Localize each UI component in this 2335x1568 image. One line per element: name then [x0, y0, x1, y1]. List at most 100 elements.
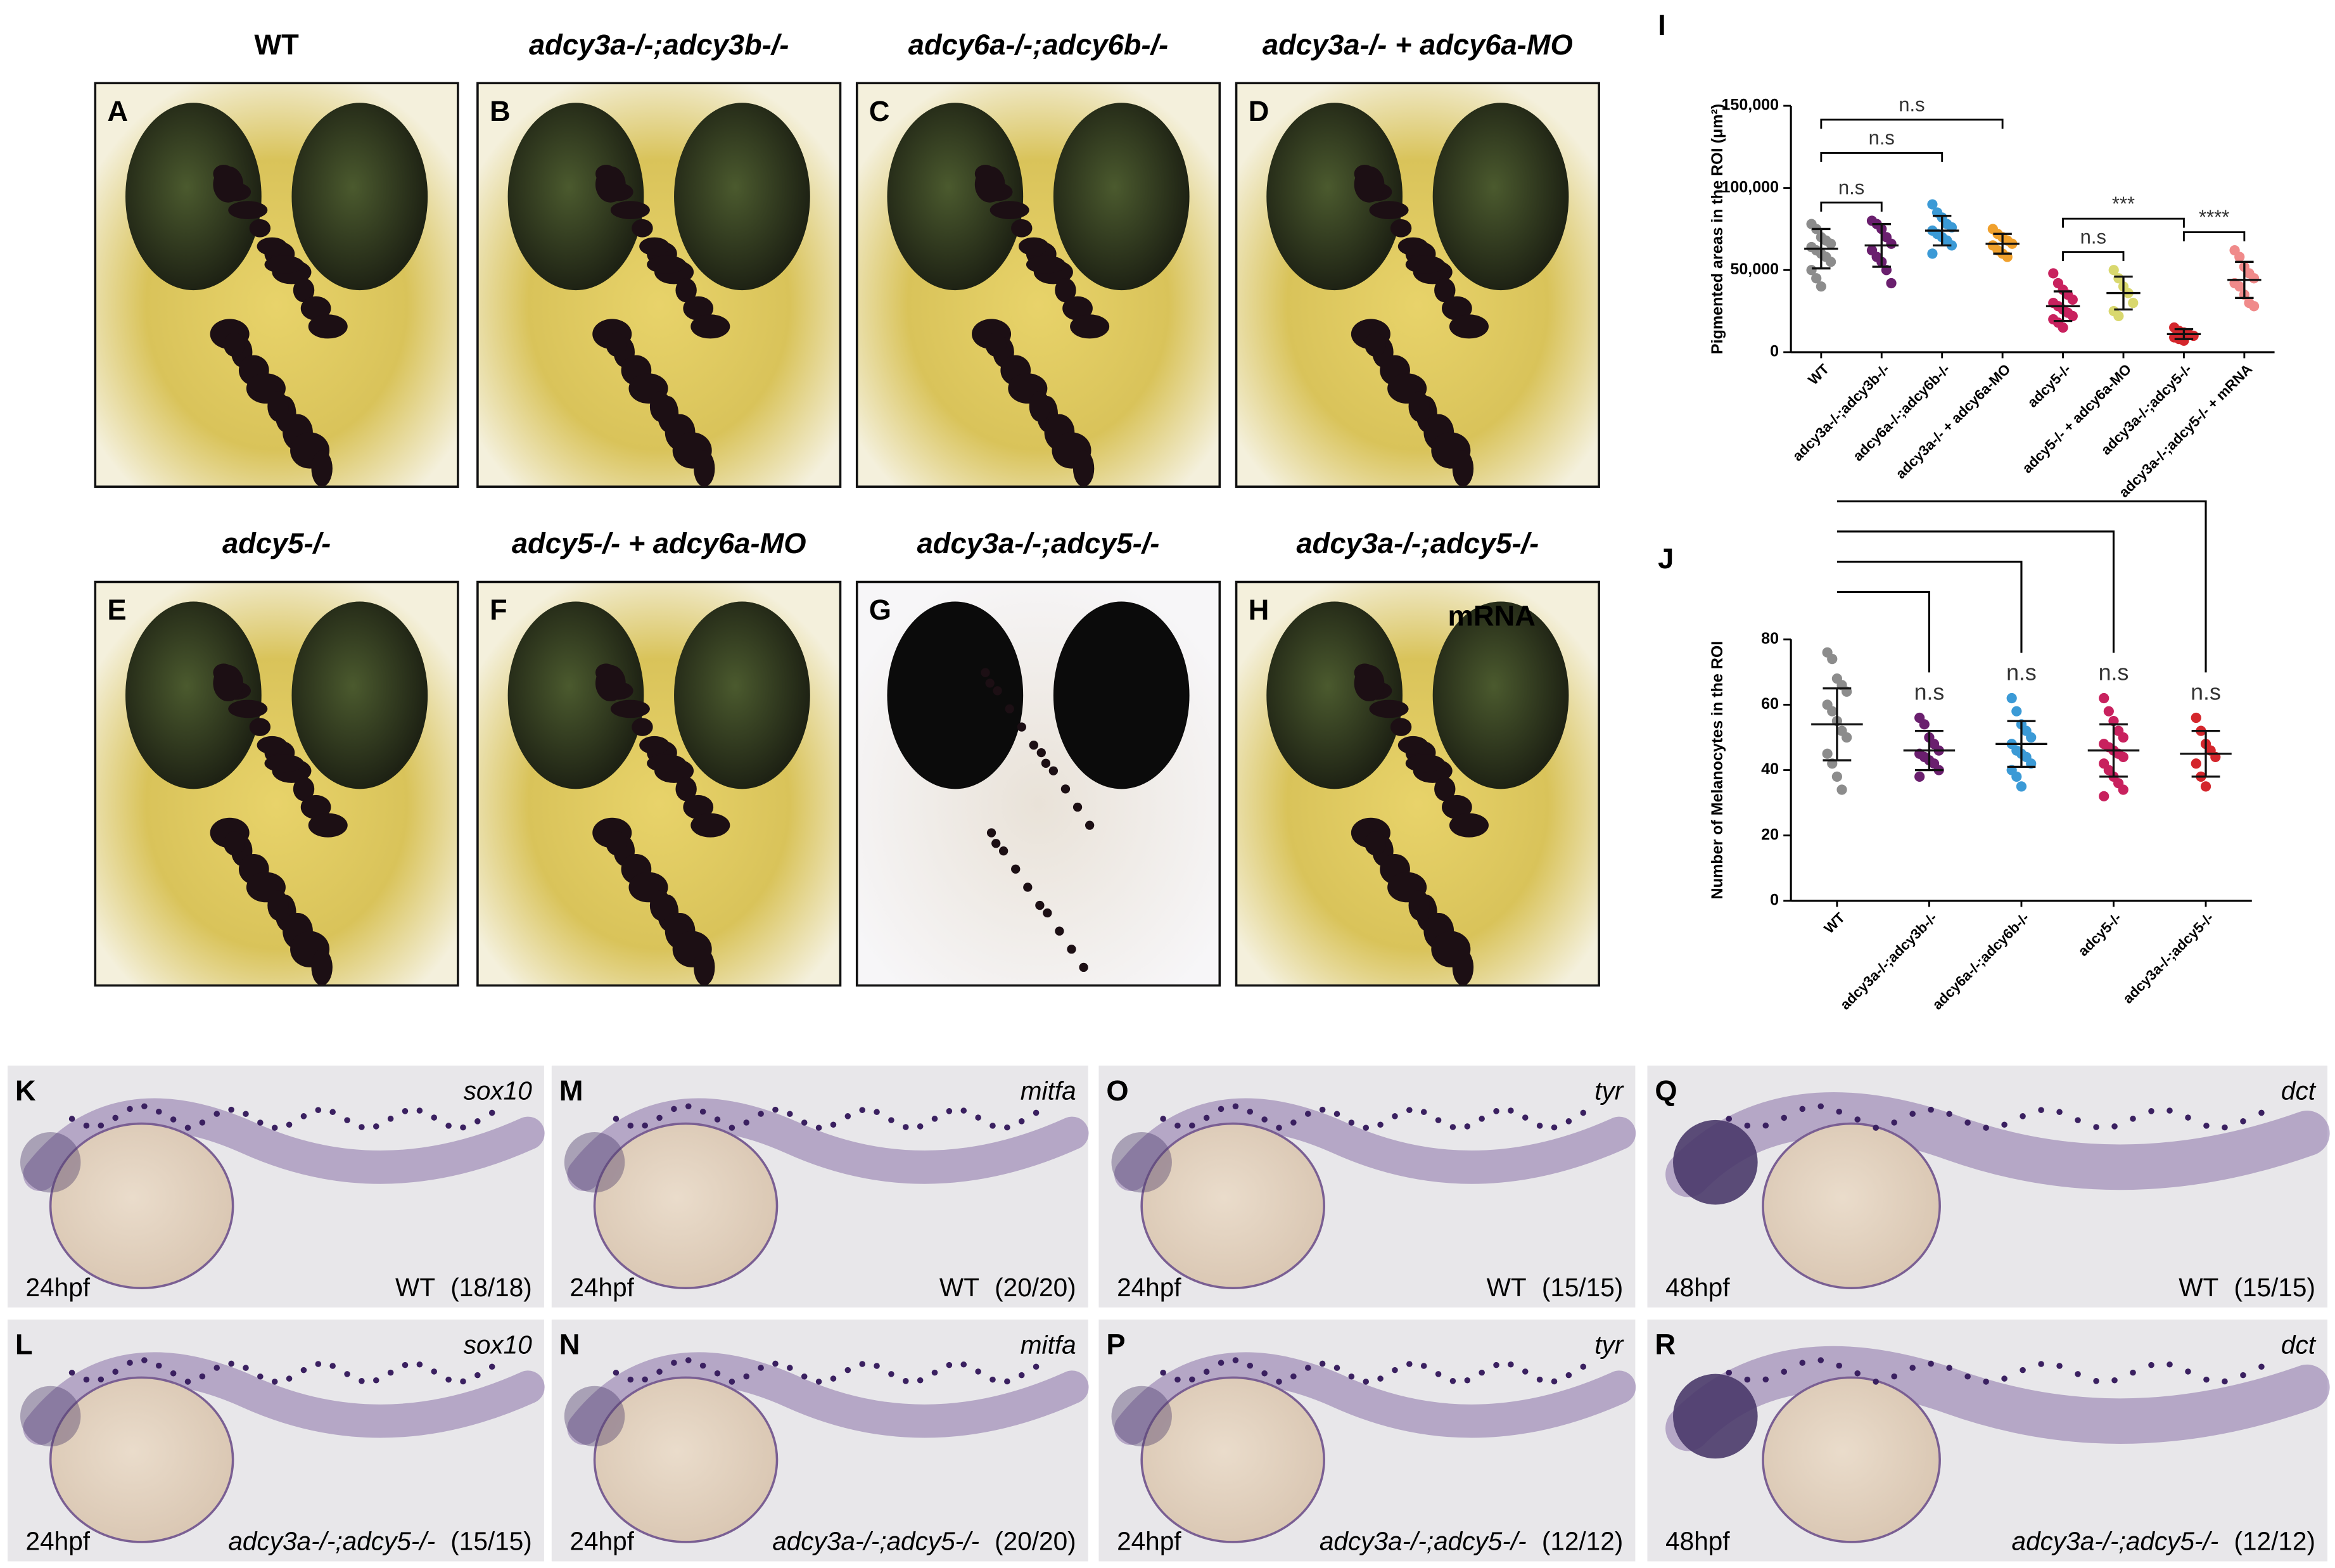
stain [402, 1108, 409, 1114]
stain [699, 1362, 706, 1369]
stain [243, 1111, 249, 1118]
stain [387, 1116, 394, 1122]
stain [1218, 1106, 1225, 1112]
stain [714, 1116, 721, 1123]
genotype: WT [1487, 1273, 1527, 1302]
stain [1479, 1116, 1485, 1122]
melanocyte [1062, 296, 1093, 321]
stain [2203, 1123, 2210, 1129]
melanocyte [311, 450, 333, 487]
melanocyte [1369, 201, 1409, 219]
stain [859, 1361, 865, 1367]
stain [1551, 1378, 1558, 1385]
panel-title: WT [254, 29, 299, 61]
melanocyte [257, 736, 288, 755]
eye [1266, 601, 1403, 789]
data-point [2234, 252, 2245, 262]
melanocyte [690, 314, 730, 339]
data-point [2067, 294, 2078, 305]
panel-letter: M [559, 1074, 583, 1107]
stain [2166, 1107, 2173, 1114]
melanocyte [1390, 219, 1412, 238]
count: (15/15) [1542, 1273, 1623, 1302]
melanocyte [311, 949, 333, 986]
stain [127, 1360, 133, 1366]
significance-label: n.s [1869, 127, 1895, 149]
stain [917, 1377, 924, 1384]
data-point [2048, 268, 2059, 279]
data-point [1831, 771, 1843, 782]
eye [674, 601, 810, 789]
melanocyte [1055, 277, 1076, 303]
stain [2185, 1114, 2191, 1121]
stain [416, 1361, 423, 1368]
stain [830, 1375, 837, 1382]
data-point [2191, 712, 2201, 723]
stain [627, 1376, 634, 1383]
data-point [2118, 784, 2128, 795]
eye [507, 103, 644, 291]
stain [315, 1107, 322, 1113]
stain [1319, 1360, 1326, 1367]
melanocyte [1397, 237, 1428, 256]
eye [674, 103, 810, 291]
stain [2038, 1107, 2044, 1113]
data-point [2011, 706, 2022, 717]
embryo-body [567, 1098, 1089, 1191]
stain [2001, 1375, 2007, 1382]
melanocyte [1434, 277, 1456, 303]
x-tick-label: adcy5-/- [2024, 360, 2074, 411]
x-tick-label: adcy6a-/-;adcy6b-/- [1929, 909, 2033, 1013]
melanocyte [1011, 219, 1033, 238]
stain [155, 1109, 162, 1115]
eye [125, 103, 262, 291]
stain [1261, 1370, 1268, 1377]
melanocyte [1072, 450, 1095, 487]
gene: dct [2281, 1330, 2317, 1359]
melanocyte [639, 736, 670, 755]
stain [1174, 1376, 1181, 1383]
melanocyte [647, 754, 687, 773]
data-point [2103, 706, 2114, 717]
stain [474, 1372, 481, 1379]
count: (20/20) [995, 1273, 1076, 1302]
genotype: adcy3a-/-;adcy5-/- [1320, 1527, 1527, 1556]
melanocyte [632, 219, 653, 238]
melanocyte [675, 777, 697, 801]
stain [1891, 1119, 1897, 1126]
x-tick-label: adcy3a-/-;adcy3b-/- [1836, 909, 1940, 1013]
panel-letter: N [559, 1329, 580, 1361]
count: (15/15) [2234, 1273, 2315, 1302]
x-tick-label: WT [1805, 360, 1832, 388]
stain [728, 1379, 735, 1385]
stain [1189, 1376, 1195, 1383]
data-point [2249, 301, 2260, 312]
significance-bracket [1820, 118, 2004, 129]
data-point [2118, 732, 2128, 743]
y-tick-label: 0 [1770, 891, 1779, 909]
eye [1432, 103, 1569, 291]
panel-title: adcy5-/- [222, 527, 331, 559]
stain [1493, 1361, 1499, 1368]
data-point [2249, 273, 2260, 284]
stain [1726, 1116, 1733, 1122]
stain [199, 1373, 206, 1380]
stain [1580, 1109, 1587, 1116]
melanocyte [1048, 766, 1059, 775]
stain [257, 1373, 264, 1380]
head [1111, 1386, 1172, 1447]
stain [359, 1378, 365, 1384]
data-point [2118, 751, 2128, 763]
significance-bracket [2062, 251, 2125, 261]
stain [1189, 1122, 1195, 1129]
melanocyte [267, 391, 289, 422]
head [564, 1386, 625, 1447]
significance-bracket [1836, 500, 2207, 673]
stain [1449, 1378, 1456, 1384]
stain [1799, 1106, 1806, 1112]
melanocyte [1036, 748, 1046, 758]
melanocyte [1060, 784, 1071, 794]
stain [344, 1117, 350, 1123]
panel-letter: D [1249, 95, 1269, 127]
stain [1536, 1123, 1543, 1129]
